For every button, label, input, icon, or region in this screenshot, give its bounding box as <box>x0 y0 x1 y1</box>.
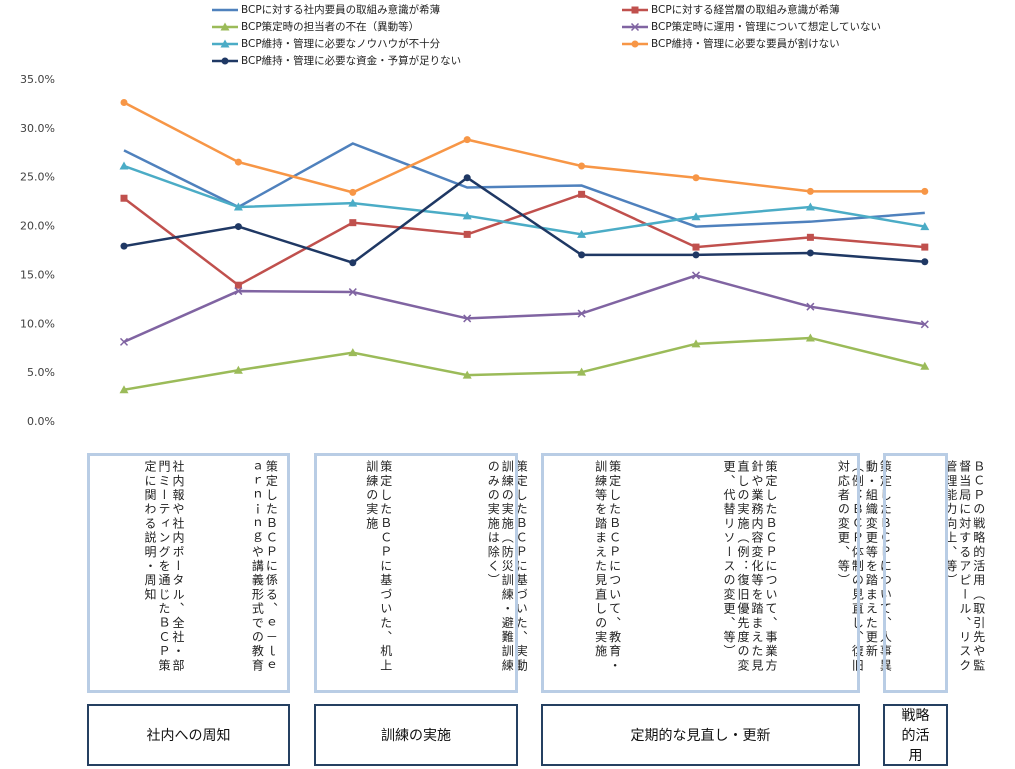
series-line <box>123 192 925 287</box>
data-point <box>348 288 357 297</box>
group-label: 定期的な見直し・更新 <box>541 704 860 766</box>
data-point <box>348 198 358 207</box>
y-tick-label: 30.0% <box>20 122 55 135</box>
data-point <box>806 233 814 241</box>
legend-label: BCP策定時の担当者の不在（異動等） <box>241 20 419 33</box>
data-point <box>805 333 815 342</box>
data-point <box>120 242 128 250</box>
group-box <box>87 453 290 693</box>
data-point <box>692 243 700 251</box>
data-point <box>463 136 471 144</box>
data-point <box>577 309 586 318</box>
data-point <box>921 187 929 195</box>
category-label: 策定したＢＣＰについて、教育・訓練等を踏まえた見直しの実施 <box>593 460 622 673</box>
category-label: 策定したＢＣＰに係る、ｅ－ｌｅａｒｎｉｎｇや講義形式での教育 <box>250 460 279 673</box>
y-tick-label: 0.0% <box>27 415 55 428</box>
legend-marker <box>221 57 229 65</box>
data-point <box>578 190 586 198</box>
data-point <box>691 339 701 348</box>
data-point <box>463 314 472 323</box>
data-point <box>349 188 357 196</box>
data-point <box>920 361 930 370</box>
group-box <box>541 453 860 693</box>
data-point <box>691 271 701 280</box>
data-point <box>462 370 472 379</box>
data-point <box>692 251 700 259</box>
y-tick-label: 35.0% <box>20 73 55 86</box>
legend-label: BCP維持・管理に必要なノウハウが不十分 <box>241 37 441 50</box>
series-line <box>123 101 925 194</box>
group-label: 戦略的活用 <box>883 704 948 766</box>
data-point <box>577 367 587 376</box>
data-point <box>119 161 129 170</box>
data-point <box>234 223 242 231</box>
data-point <box>920 222 930 231</box>
data-point <box>234 158 242 166</box>
group-label: 訓練の実施 <box>314 704 518 766</box>
y-tick-label: 25.0% <box>20 171 55 184</box>
data-point <box>348 348 358 357</box>
legend-marker <box>630 22 640 32</box>
data-point <box>805 202 815 211</box>
data-point <box>920 320 929 329</box>
data-point <box>921 258 929 266</box>
category-label: 社内報や社内ポータル、全社・部門ミーティングを通じたＢＣＰ策定に関わる説明・周知 <box>143 460 185 673</box>
y-tick-label: 5.0% <box>27 366 55 379</box>
data-point <box>234 287 243 296</box>
legend-label: BCP策定時に運用・管理について想定していない <box>651 20 881 33</box>
data-point <box>233 365 243 374</box>
data-point <box>120 98 128 106</box>
legend-marker <box>220 39 230 48</box>
data-point <box>119 385 129 394</box>
data-point <box>233 202 243 211</box>
y-tick-label: 15.0% <box>20 268 55 281</box>
legend-label: BCP維持・管理に必要な要員が割けない <box>651 37 840 50</box>
chart: 0.0% 5.0% 10.0% 15.0% 20.0% 25.0% 30.0% 35.0% BC… <box>20 3 930 428</box>
data-point <box>921 243 929 251</box>
series-line <box>123 274 925 344</box>
series-line <box>123 164 926 236</box>
category-label: 策定したＢＣＰに基づいた、机上訓練の実施 <box>364 460 393 673</box>
series-line <box>123 336 926 391</box>
legend-label: BCP維持・管理に必要な資金・予算が足りない <box>241 54 461 67</box>
y-tick-label: 10.0% <box>20 317 55 330</box>
legend-marker <box>220 22 230 31</box>
data-point <box>578 251 586 259</box>
group-box <box>314 453 518 693</box>
data-point <box>349 259 357 267</box>
data-point <box>463 230 471 238</box>
legend-label: BCPに対する経営層の取組み意識が希薄 <box>651 3 840 16</box>
data-point <box>806 249 814 257</box>
data-point <box>234 281 242 289</box>
data-point <box>577 229 587 238</box>
series-line <box>123 142 925 228</box>
data-point <box>806 187 814 195</box>
series-line <box>123 176 925 265</box>
data-point <box>691 212 701 221</box>
legend-marker <box>631 6 639 14</box>
data-point <box>692 174 700 182</box>
data-point <box>578 162 586 170</box>
y-tick-label: 20.0% <box>20 220 55 233</box>
group-label: 社内への周知 <box>87 704 290 766</box>
category-label: 策定したＢＣＰについて、事業方針や業務内容変化等を踏まえた見直しの実施（例：復旧… <box>722 460 778 673</box>
data-point <box>462 211 472 220</box>
data-point <box>119 337 129 346</box>
data-point <box>120 194 128 202</box>
category-label: ＢＣＰの戦略的活用（取引先や監督当局に対するアピール、リスク管理能力向上、等） <box>943 460 986 673</box>
group-box <box>883 453 948 693</box>
data-point <box>349 219 357 227</box>
data-point <box>806 302 815 311</box>
legend-marker <box>631 40 639 48</box>
legend-label: BCPに対する社内要員の取組み意識が希薄 <box>241 3 440 16</box>
data-point <box>463 174 471 182</box>
